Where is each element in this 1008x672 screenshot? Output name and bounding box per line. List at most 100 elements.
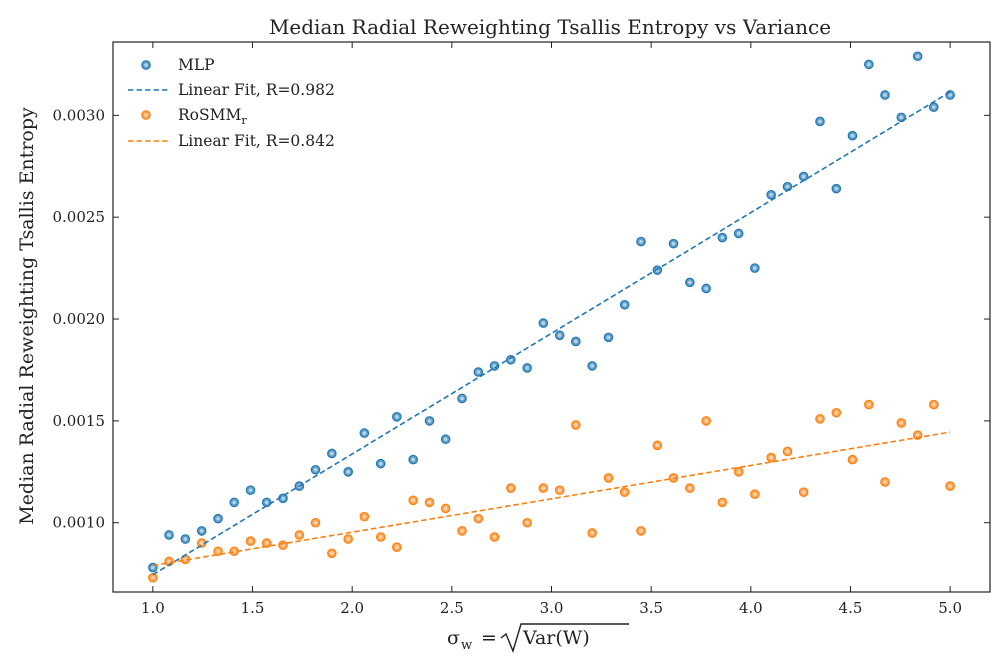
scatter-point-highlight-rosmm	[753, 492, 757, 497]
scatter-point-highlight-mlp	[915, 54, 920, 59]
scatter-point-highlight-rosmm	[183, 557, 188, 562]
scatter-point-highlight-mlp	[460, 396, 464, 401]
scatter-point-highlight-mlp	[736, 231, 741, 236]
legend-label-rosmm-fit: Linear Fit, R=0.842	[178, 132, 335, 150]
scatter-point-highlight-rosmm	[541, 486, 546, 490]
scatter-point-highlight-rosmm	[264, 541, 269, 545]
scatter-point-highlight-rosmm	[362, 514, 367, 519]
scatter-point-highlight-mlp	[411, 457, 415, 462]
y-tick-label: 0.0015	[53, 412, 106, 430]
scatter-point-highlight-mlp	[753, 266, 757, 270]
scatter-point-highlight-mlp	[427, 419, 432, 423]
scatter-point-highlight-mlp	[574, 339, 578, 344]
scatter-point-highlight-rosmm	[476, 516, 481, 521]
scatter-point-highlight-rosmm	[313, 520, 318, 525]
scatter-point-highlight-mlp	[362, 431, 367, 435]
scatter-point-highlight-mlp	[281, 496, 285, 501]
scatter-point-highlight-rosmm	[899, 421, 904, 425]
x-axis-title-sigma-sub: w	[461, 638, 472, 653]
legend-label-rosmm: RoSMMr	[178, 106, 247, 127]
scatter-point-highlight-mlp	[395, 415, 399, 419]
x-tick-label: 3.0	[540, 599, 564, 617]
scatter-point-highlight-mlp	[688, 280, 692, 285]
scatter-point-highlight-rosmm	[460, 529, 464, 533]
x-tick-label: 4.5	[839, 599, 863, 617]
scatter-point-highlight-rosmm	[574, 423, 578, 427]
scatter-point-highlight-mlp	[313, 467, 318, 472]
sqrt-radical	[500, 623, 629, 654]
x-axis-title-root-arg: Var(W)	[522, 627, 590, 649]
scatter-point-highlight-rosmm	[818, 417, 822, 421]
y-tick-label: 0.0020	[53, 310, 106, 328]
scatter-point-highlight-mlp	[541, 321, 546, 325]
y-tick-label: 0.0030	[53, 106, 106, 124]
scatter-point-highlight-rosmm	[151, 575, 155, 580]
scatter-point-highlight-rosmm	[850, 457, 855, 462]
scatter-point-highlight-rosmm	[736, 470, 741, 474]
scatter-point-highlight-rosmm	[557, 488, 562, 492]
scatter-point-highlight-rosmm	[688, 486, 692, 490]
scatter-point-highlight-rosmm	[606, 476, 611, 480]
scatter-point-highlight-mlp	[801, 174, 806, 179]
scatter-point-highlight-rosmm	[509, 486, 513, 490]
scatter-point-highlight-mlp	[948, 93, 952, 97]
x-axis-title-equals: =	[481, 627, 497, 649]
scatter-point-highlight-rosmm	[216, 549, 220, 554]
fit-line-rosmm	[152, 431, 951, 567]
scatter-point-highlight-mlp	[671, 241, 676, 246]
chart-title: Median Radial Reweighting Tsallis Entrop…	[269, 15, 831, 39]
scatter-point-highlight-mlp	[818, 119, 822, 124]
scatter-point-highlight-rosmm	[931, 402, 936, 407]
x-axis-title: σ w = Var(W)	[447, 623, 629, 654]
scatter-point-highlight-rosmm	[785, 449, 790, 454]
fit-line-mlp	[152, 91, 951, 576]
scatter-point-highlight-mlp	[378, 461, 383, 466]
scatter-point-highlight-rosmm	[915, 433, 920, 437]
scatter-point-highlight-mlp	[606, 335, 611, 340]
scatter-point-highlight-mlp	[346, 470, 350, 474]
legend: MLP Linear Fit, R=0.982 RoSMMr Linear Fi…	[128, 56, 335, 150]
scatter-point-highlight-mlp	[525, 366, 529, 370]
scatter-point-highlight-mlp	[834, 186, 839, 191]
scatter-point-highlight-rosmm	[720, 500, 725, 505]
y-tick-label: 0.0025	[53, 208, 106, 226]
scatter-point-highlight-rosmm	[378, 535, 383, 539]
scatter-point-highlight-rosmm	[769, 455, 773, 460]
legend-marker-mlp-highlight	[144, 63, 148, 67]
scatter-point-highlight-rosmm	[867, 402, 871, 407]
scatter-point-highlight-rosmm	[346, 537, 350, 541]
scatter-point-highlight-mlp	[167, 533, 171, 537]
scatter-point-highlight-rosmm	[948, 484, 952, 488]
scatter-point-highlight-mlp	[720, 235, 725, 240]
x-tick-label: 1.5	[241, 599, 265, 617]
scatter-point-highlight-mlp	[704, 286, 708, 291]
scatter-point-highlight-rosmm	[248, 539, 253, 543]
scatter-point-highlight-rosmm	[639, 529, 643, 533]
scatter-point-highlight-rosmm	[411, 498, 415, 503]
x-tick-label: 1.0	[141, 599, 165, 617]
scatter-point-highlight-rosmm	[704, 419, 708, 423]
scatter-point-highlight-rosmm	[395, 545, 399, 549]
scatter-point-highlight-rosmm	[883, 480, 887, 484]
x-axis-title-sigma: σ	[447, 627, 460, 649]
scatter-point-highlight-mlp	[931, 105, 936, 109]
scatter-point-highlight-mlp	[557, 333, 562, 338]
scatter-point-highlight-mlp	[151, 565, 155, 570]
scatter-point-highlight-mlp	[883, 93, 887, 97]
scatter-point-highlight-mlp	[216, 516, 220, 521]
x-tick-label: 3.5	[639, 599, 663, 617]
scatter-point-highlight-rosmm	[525, 520, 529, 525]
scatter-point-highlight-mlp	[639, 239, 643, 244]
x-tick-label: 2.5	[440, 599, 464, 617]
legend-marker-rosmm-highlight	[144, 113, 148, 117]
scatter-point-highlight-mlp	[264, 500, 269, 505]
scatter-point-highlight-mlp	[899, 115, 904, 120]
scatter-point-highlight-rosmm	[297, 533, 302, 537]
scatter-point-highlight-rosmm	[330, 551, 334, 556]
scatter-point-highlight-rosmm	[492, 535, 497, 539]
scatter-point-highlight-mlp	[850, 133, 855, 138]
scatter-point-highlight-rosmm	[834, 410, 839, 415]
scatter-point-highlight-mlp	[199, 529, 204, 533]
scatter-point-highlight-rosmm	[199, 541, 204, 545]
